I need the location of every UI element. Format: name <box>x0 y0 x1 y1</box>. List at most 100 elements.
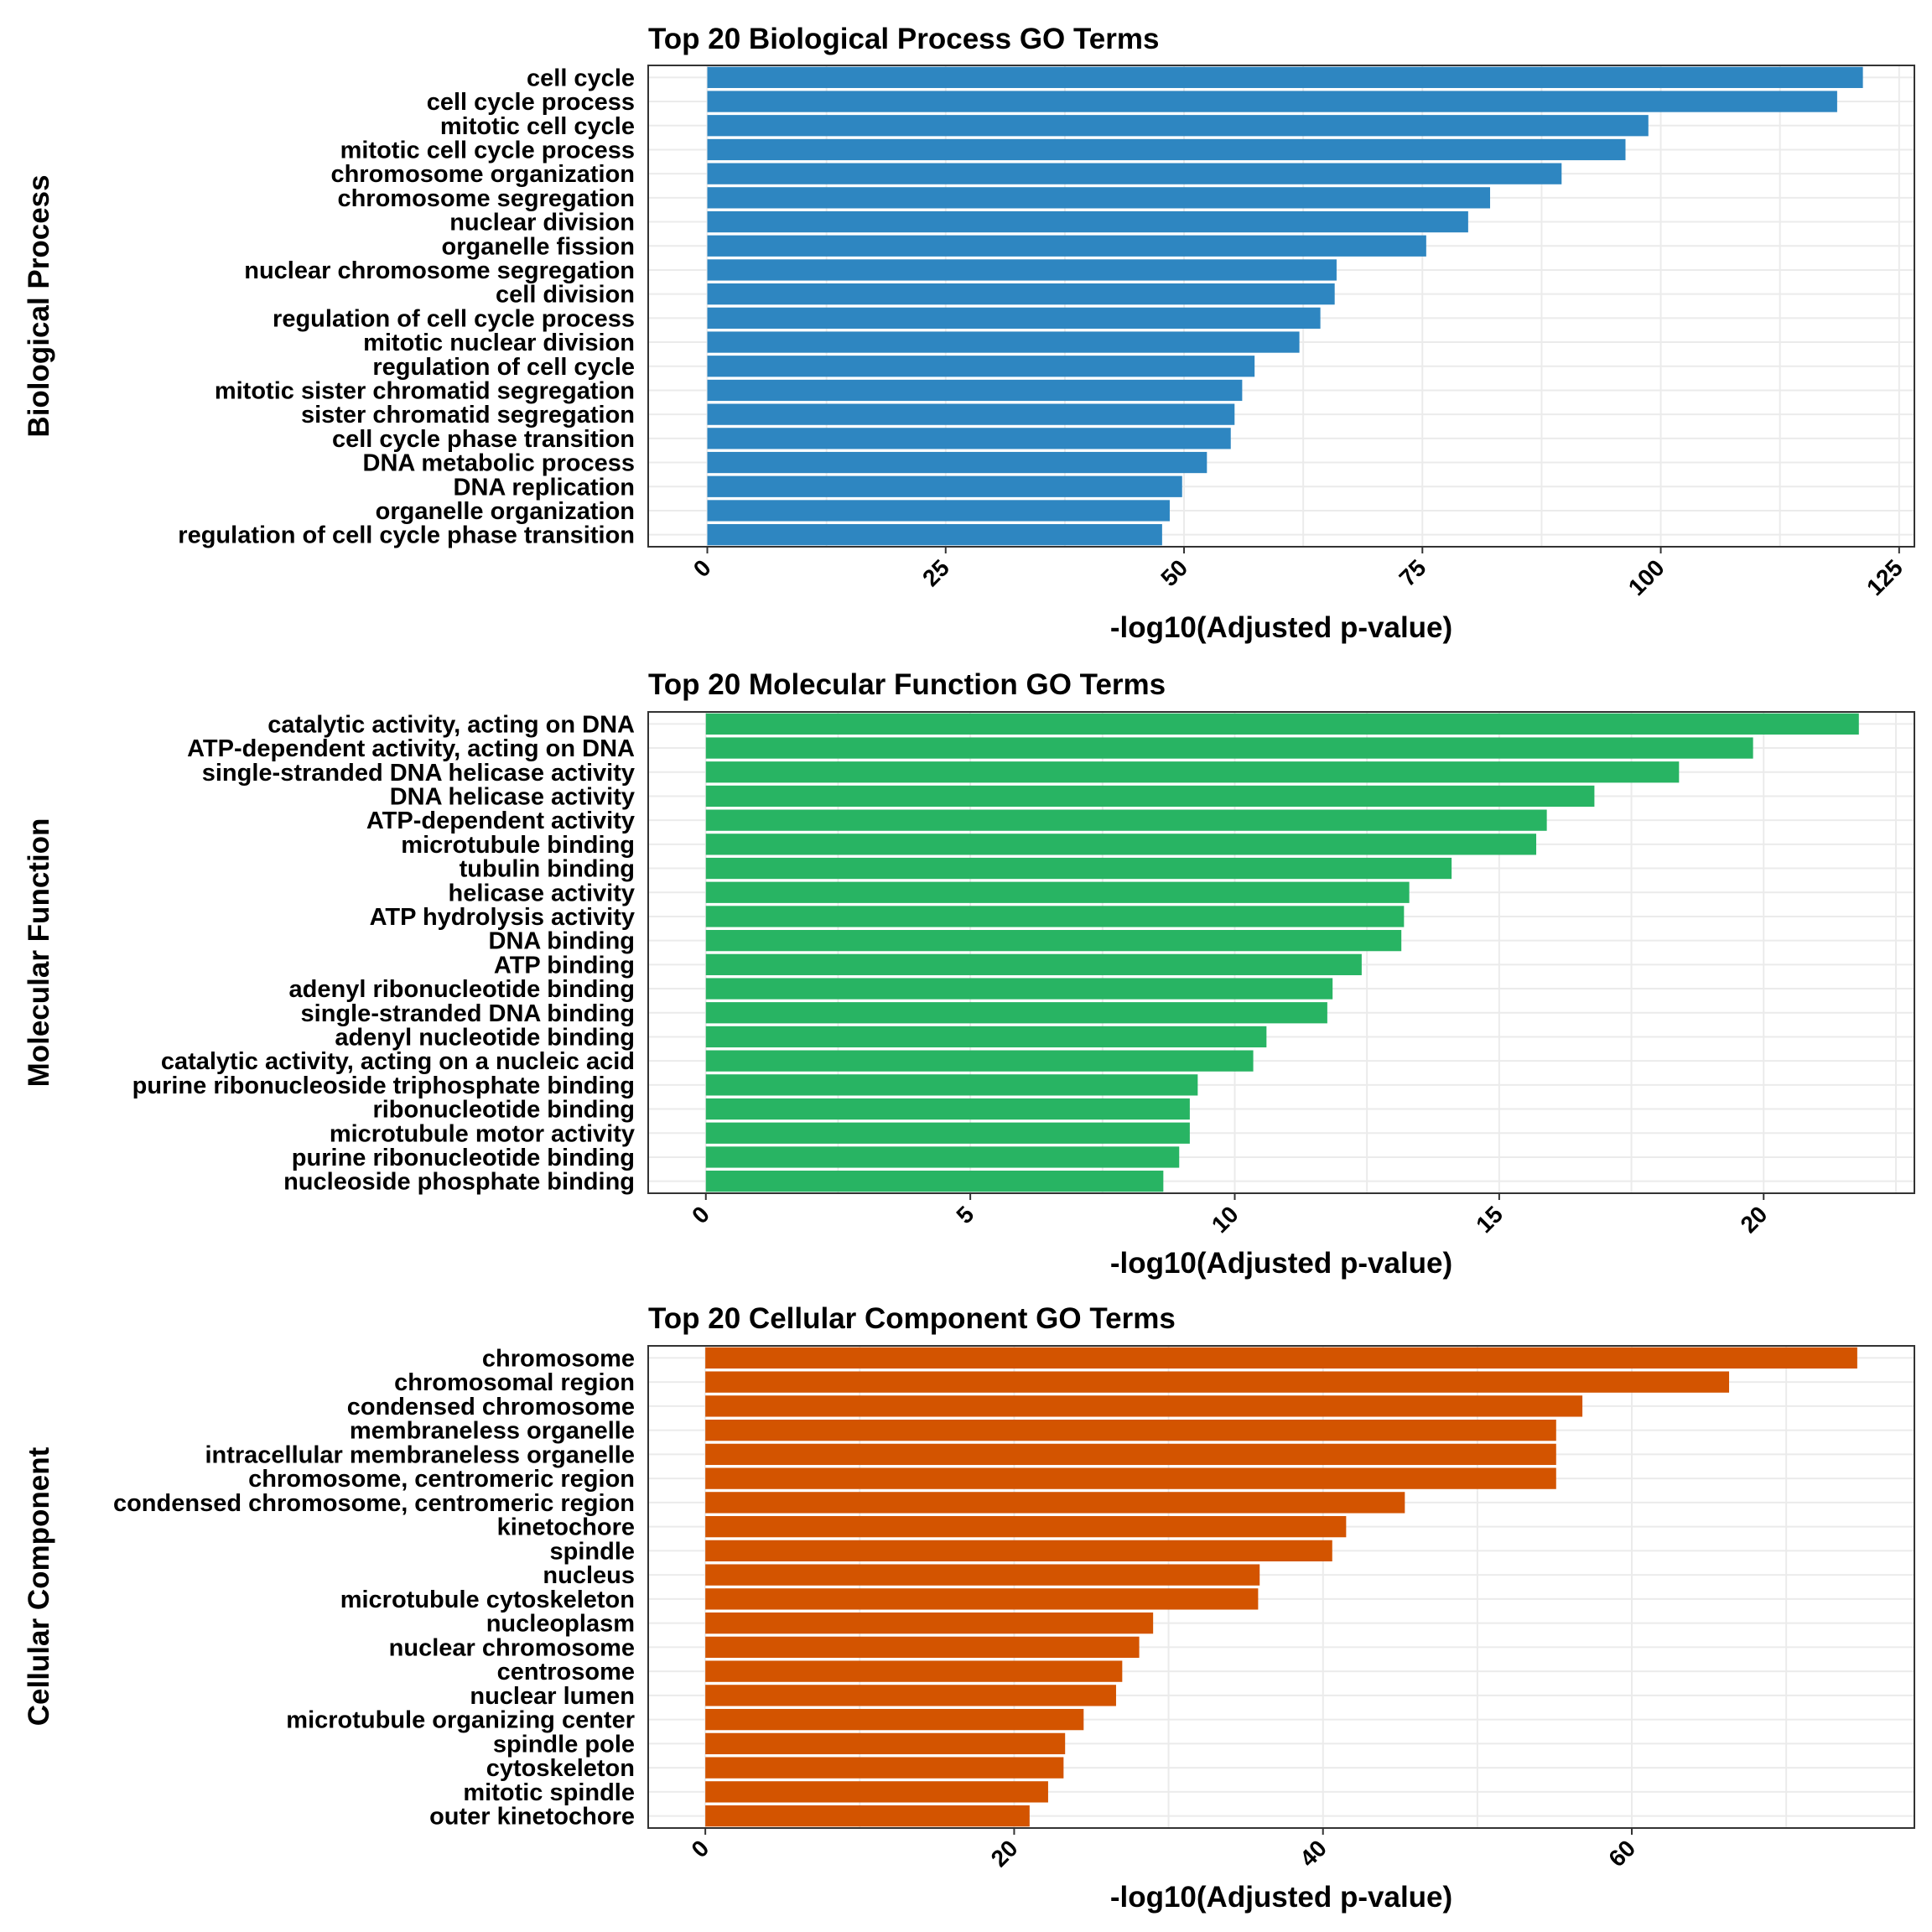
bp-bar <box>707 138 1626 161</box>
mf-category-label: ATP binding <box>494 952 635 979</box>
bp-bar <box>707 356 1255 377</box>
bp-x-tick-label: 100 <box>1623 554 1670 600</box>
bp-x-tick-label: 25 <box>917 554 954 591</box>
cc-category-label: condensed chromosome <box>347 1394 635 1420</box>
bp-plot-area <box>648 65 1914 547</box>
mf-bar <box>705 881 1410 903</box>
cc-category-label: nuclear chromosome <box>389 1634 635 1661</box>
cc-bar <box>705 1371 1730 1393</box>
mf-bar <box>705 953 1362 975</box>
bp-category-label: mitotic nuclear division <box>363 330 635 356</box>
cc-category-label: cytoskeleton <box>486 1755 635 1782</box>
cc-x-tick-label: 40 <box>1295 1835 1332 1872</box>
mf-bar <box>705 761 1680 783</box>
cc-category-label: chromosome, centromeric region <box>248 1466 635 1493</box>
mf-y-axis-label: Molecular Function <box>23 818 55 1088</box>
bp-bar <box>707 307 1321 329</box>
cc-bar <box>705 1781 1048 1803</box>
cc-category-label: chromosome <box>482 1345 635 1372</box>
bp-bar <box>707 115 1649 137</box>
bp-category-label: sister chromatid segregation <box>301 402 635 428</box>
bp-bar <box>707 259 1337 281</box>
mf-x-tick-label: 10 <box>1207 1201 1244 1238</box>
cc-bar <box>705 1588 1259 1610</box>
bp-category-label: regulation of cell cycle process <box>273 305 635 332</box>
cc-category-label: membraneless organelle <box>350 1418 635 1445</box>
mf-category-label: purine ribonucleoside triphosphate bindi… <box>132 1072 635 1099</box>
bp-panel-border <box>647 65 1915 548</box>
mf-bar <box>705 1171 1164 1192</box>
cc-bar <box>705 1515 1347 1538</box>
mf-x-tick-label: 5 <box>951 1201 979 1228</box>
mf-category-label: ATP-dependent activity <box>366 808 635 834</box>
mf-chart-title: Top 20 Molecular Function GO Terms <box>648 668 1166 701</box>
bp-category-label: regulation of cell cycle phase transitio… <box>178 522 635 549</box>
mf-category-label: ATP-dependent activity, acting on DNA <box>187 735 635 762</box>
cc-bar <box>705 1347 1857 1369</box>
mf-bar <box>705 1074 1198 1096</box>
cc-x-tick-label: 20 <box>986 1835 1023 1872</box>
mf-category-label: single-stranded DNA binding <box>301 1000 635 1027</box>
bp-bar <box>707 210 1468 233</box>
bp-bar <box>707 331 1300 353</box>
bp-category-label: organelle fission <box>442 233 635 260</box>
bp-bar <box>707 66 1863 88</box>
bp-bar <box>707 187 1491 209</box>
cc-category-label: mitotic spindle <box>463 1779 635 1806</box>
bp-y-axis-label: Biological Process <box>23 174 55 437</box>
cc-bar <box>705 1540 1332 1562</box>
mf-panel-border <box>647 711 1915 1194</box>
cc-category-label: nucleus <box>543 1562 635 1589</box>
bp-bar <box>707 451 1208 474</box>
bp-x-tick-label: 75 <box>1394 554 1431 591</box>
mf-category-label: tubulin binding <box>460 856 635 883</box>
cc-category-label: microtubule cytoskeleton <box>340 1587 635 1613</box>
mf-bar <box>705 834 1537 855</box>
mf-bar <box>705 1098 1190 1120</box>
cc-bar <box>705 1805 1030 1827</box>
bp-bar <box>707 500 1170 522</box>
bp-x-tick-label: 0 <box>688 554 716 582</box>
mf-x-tick-label: 0 <box>687 1201 714 1228</box>
cc-category-label: nucleoplasm <box>486 1611 635 1638</box>
cc-category-label: centrosome <box>497 1659 635 1685</box>
mf-bar <box>705 1050 1254 1072</box>
mf-category-label: helicase activity <box>449 880 635 906</box>
mf-x-tick-label: 20 <box>1736 1201 1773 1238</box>
cc-category-label: outer kinetochore <box>429 1804 635 1831</box>
cc-category-label: chromosomal region <box>394 1369 635 1396</box>
bp-category-label: cell cycle phase transition <box>332 426 635 453</box>
mf-category-label: adenyl ribonucleotide binding <box>289 976 635 1003</box>
cc-category-label: condensed chromosome, centromeric region <box>113 1490 635 1517</box>
cc-bar <box>705 1564 1260 1586</box>
cc-category-label: spindle <box>549 1538 635 1565</box>
mf-category-label: adenyl nucleotide binding <box>335 1024 635 1051</box>
bp-bar <box>707 428 1231 449</box>
bp-category-label: cell cycle <box>527 65 635 91</box>
mf-bar <box>705 737 1753 759</box>
bp-bar <box>707 475 1182 497</box>
cc-panel-border <box>647 1345 1915 1829</box>
mf-bar <box>705 906 1405 927</box>
bp-bar <box>707 163 1562 184</box>
mf-category-label: catalytic activity, acting on DNA <box>267 711 635 738</box>
bp-category-label: organelle organization <box>376 498 635 525</box>
bp-category-label: nuclear division <box>449 210 635 236</box>
bp-category-label: chromosome organization <box>330 161 635 188</box>
cc-bar <box>705 1636 1140 1659</box>
bp-category-label: cell division <box>496 282 635 309</box>
bp-bar <box>707 283 1335 305</box>
bp-x-tick-label: 125 <box>1862 554 1908 600</box>
bp-category-label: chromosome segregation <box>337 185 635 212</box>
mf-x-tick-label: 15 <box>1471 1201 1508 1238</box>
bp-category-label: mitotic cell cycle <box>440 113 635 140</box>
bp-chart-title: Top 20 Biological Process GO Terms <box>648 23 1159 55</box>
mf-category-label: single-stranded DNA helicase activity <box>202 760 635 787</box>
bp-x-tick-label: 50 <box>1156 554 1192 591</box>
bp-category-label: mitotic cell cycle process <box>340 137 635 164</box>
cc-bar <box>705 1660 1123 1682</box>
cc-x-tick-label: 60 <box>1603 1835 1640 1872</box>
cc-category-label: microtubule organizing center <box>286 1707 635 1734</box>
